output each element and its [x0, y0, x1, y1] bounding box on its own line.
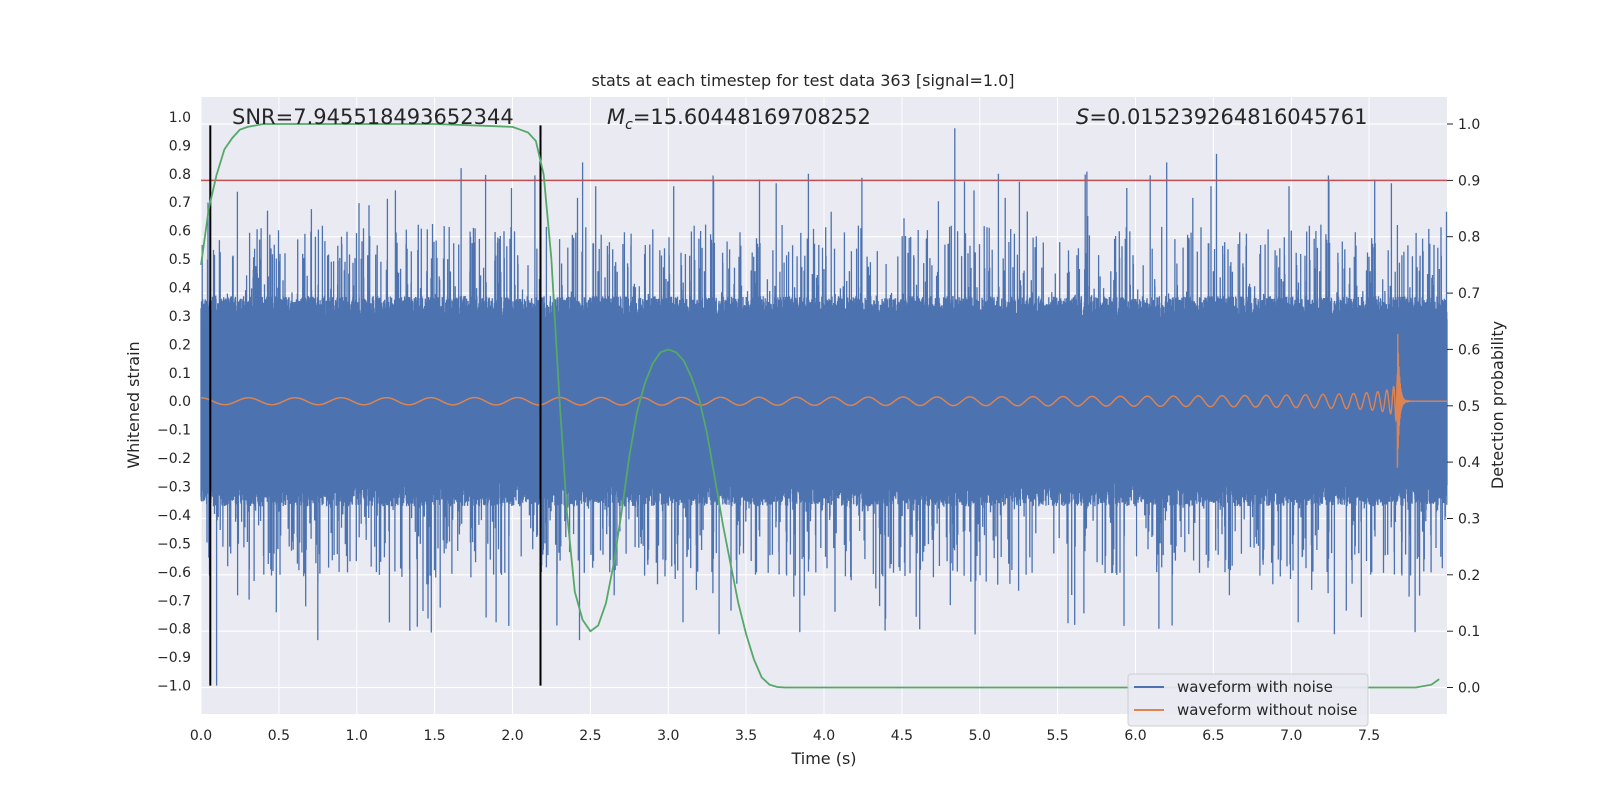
- y-tick-label: 0.6: [169, 224, 191, 240]
- x-tick-label: 4.0: [813, 728, 835, 744]
- detection-probability-line: [200, 123, 1440, 689]
- x-tick-label: 7.5: [1358, 728, 1380, 744]
- y-right-tick-label: 0.9: [1458, 173, 1480, 189]
- x-tick-label: 2.0: [501, 728, 523, 744]
- legend: waveform with noise waveform without noi…: [1127, 673, 1369, 727]
- y-axis-label: Whitened strain: [124, 341, 143, 468]
- y-tick-label: 1.0: [169, 110, 191, 126]
- y-right-tick-label: 0.7: [1458, 286, 1480, 302]
- x-tick-label: 1.0: [346, 728, 368, 744]
- y-tick-label: −1.0: [157, 679, 191, 695]
- annotation-s-value: =0.015239264816045761: [1089, 105, 1367, 129]
- x-tick-label: 5.0: [969, 728, 991, 744]
- x-tick-label: 2.5: [579, 728, 601, 744]
- waveform-without-noise-line: [201, 333, 1447, 468]
- y-tick-label: 0.8: [169, 167, 191, 183]
- y-tick-label: 0.1: [169, 366, 191, 382]
- y-right-tick-label: 0.0: [1458, 681, 1480, 697]
- x-axis-label: Time (s): [790, 749, 856, 768]
- y-tick-label: −0.6: [157, 565, 191, 581]
- annotation-chirp-mass: Mc=15.60448169708252: [607, 105, 871, 133]
- y-tick-label: 0.5: [169, 252, 191, 268]
- y-tick-label: 0.0: [169, 394, 191, 410]
- y-right-tick-label: 0.2: [1458, 568, 1480, 584]
- x-tick-label: 0.5: [268, 728, 290, 744]
- y-tick-label: 0.7: [169, 195, 191, 211]
- y-tick-label: −0.1: [157, 423, 191, 439]
- series-detection-probability: [200, 123, 1440, 689]
- y-right-tick-label: 0.1: [1458, 624, 1480, 640]
- y-right-tick-label: 0.3: [1458, 512, 1480, 528]
- x-tick-label: 5.5: [1046, 728, 1068, 744]
- y-tick-label: 0.3: [169, 309, 191, 325]
- y-tick-label: −0.9: [157, 650, 191, 666]
- y-right-tick-label: 0.4: [1458, 455, 1480, 471]
- x-tick-label: 4.5: [891, 728, 913, 744]
- annotation-chirp-mass-symbol: M: [607, 105, 625, 129]
- y-tick-label: 0.2: [169, 337, 191, 353]
- y-tick-label: −0.2: [157, 451, 191, 467]
- chart-title: stats at each timestep for test data 363…: [591, 71, 1014, 90]
- x-tick-label: 3.5: [735, 728, 757, 744]
- x-tick-label: 1.5: [423, 728, 445, 744]
- x-tick-label: 6.0: [1124, 728, 1146, 744]
- series-waveform-with-noise: [200, 128, 1448, 686]
- annotation-s-statistic: S=0.015239264816045761: [1076, 105, 1367, 129]
- x-tick-label: 7.0: [1280, 728, 1302, 744]
- x-tick-label: 3.0: [657, 728, 679, 744]
- y-tick-label: −0.8: [157, 622, 191, 638]
- annotation-snr: SNR=7.945518493652344: [232, 105, 514, 129]
- annotation-chirp-mass-value: =15.60448169708252: [633, 105, 871, 129]
- annotation-chirp-mass-subscript: c: [625, 117, 633, 133]
- legend-label-noise: waveform with noise: [1177, 678, 1333, 696]
- y-right-tick-label: 0.6: [1458, 342, 1480, 358]
- y-tick-label: −0.4: [157, 508, 191, 524]
- series-waveform-without-noise: [201, 333, 1447, 468]
- y-tick-label: 0.9: [169, 138, 191, 154]
- y-right-tick-label: 0.5: [1458, 399, 1480, 415]
- x-tick-label: 6.5: [1202, 728, 1224, 744]
- annotation-s-symbol: S: [1076, 105, 1089, 129]
- y-tick-label: 0.4: [169, 281, 191, 297]
- legend-box: [1127, 673, 1369, 727]
- y-tick-label: −0.3: [157, 480, 191, 496]
- x-tick-label: 0.0: [190, 728, 212, 744]
- y-tick-label: −0.5: [157, 536, 191, 552]
- y-right-tick-label: 1.0: [1458, 117, 1480, 133]
- x-axis-ticks: 0.0 0.5 1.0 1.5 2.0 2.5 3.0 3.5 4.0 4.5 5.0 5.5 6.0 6…: [190, 728, 1380, 744]
- y-tick-label: −0.7: [157, 593, 191, 609]
- y-right-axis-label: Detection probability: [1488, 321, 1507, 489]
- y-axis-ticks: 1.0 0.9 0.8 0.7 0.6 0.5 0.4 0.3 0.2 0.1 0.0 −0.1 −0.…: [157, 110, 191, 695]
- y-right-axis-ticks: 1.0 0.9 0.8 0.7 0.6 0.5 0.4 0.3 0.2 0.1 0.0: [1447, 117, 1480, 697]
- waveform-with-noise-line: [200, 128, 1448, 686]
- overlay-lines: [201, 125, 1447, 686]
- legend-label-clean: waveform without noise: [1177, 701, 1357, 719]
- y-right-tick-label: 0.8: [1458, 230, 1480, 246]
